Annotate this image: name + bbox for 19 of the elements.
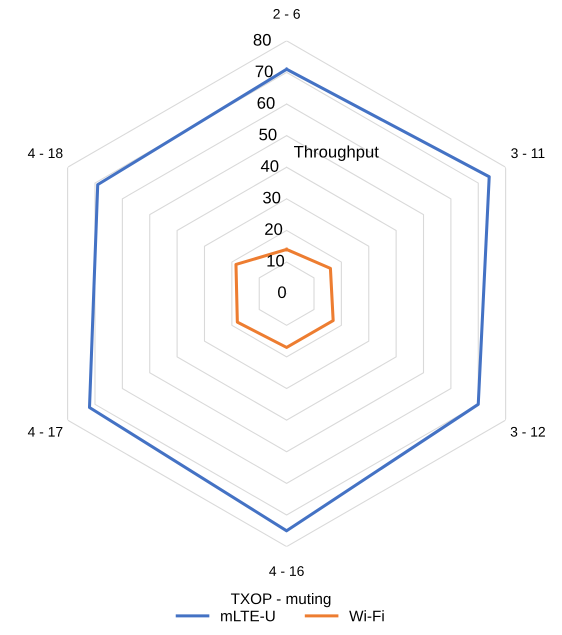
y-tick-label: 40	[260, 160, 278, 172]
spoke-label: 4 - 16	[269, 566, 304, 576]
spoke-label: 3 - 11	[511, 148, 544, 158]
text: Throughput	[294, 145, 379, 161]
spoke-label: 4 - 18	[28, 148, 63, 158]
spoke-label: 2 - 6	[273, 8, 300, 19]
y-tick-label: 70	[256, 65, 273, 78]
legend-label: Wi-Fi	[349, 610, 384, 622]
y-tick-label: 50	[259, 128, 276, 140]
spoke-label: 4 - 17	[28, 427, 62, 437]
y-tick-label: 10	[267, 254, 284, 267]
y-tick-label: 20	[265, 223, 282, 236]
text: TXOP - muting	[230, 592, 330, 608]
y-tick-label: 0	[278, 286, 286, 298]
spoke-label: 3 - 12	[510, 426, 545, 437]
legend-label: mLTE-U	[221, 610, 275, 622]
y-tick-label: 30	[263, 192, 280, 204]
y-tick-label: 80	[254, 34, 271, 46]
y-tick-label: 60	[258, 97, 275, 109]
